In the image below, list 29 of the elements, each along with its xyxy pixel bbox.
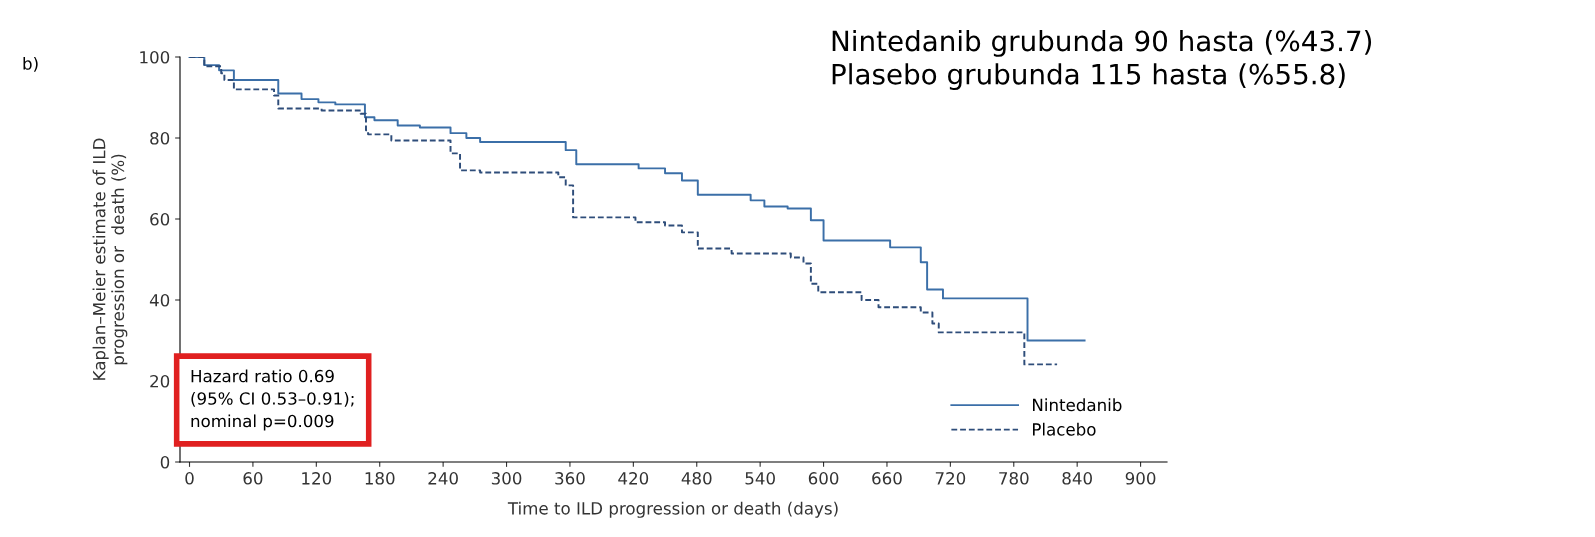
y-tick-label: 100 [140,50,170,64]
y-tick-label: 20 [150,374,170,388]
x-tick-label: 0 [185,472,194,485]
x-tick-label: 780 [999,472,1029,485]
x-tick-label: 180 [365,472,395,485]
annotation: Hazard ratio 0.69 (95% CI 0.53–0.91); nominal p=0.009 [191,369,354,431]
y-tick-label: 80 [150,131,170,145]
y-tick-label: 0 [160,455,170,469]
legend-label: Nintedanib [1033,398,1122,412]
x-tick-label: 240 [428,472,458,485]
y-tick-label: 60 [150,212,170,226]
x-tick-label: 120 [302,472,332,485]
x-tick-label: 420 [618,472,649,485]
x-tick-label: 480 [681,472,712,485]
x-tick-label: 300 [491,472,522,485]
x-tick-label: 900 [1125,472,1156,485]
x-tick-label: 600 [808,472,839,485]
y-axis-title: Kaplan–Meier estimate of ILD progression or death (%) [92,138,128,380]
y-tick-label: 40 [149,293,170,307]
x-tick-label: 720 [935,472,966,485]
x-tick-label: 540 [745,472,775,485]
x-axis-title: Time to ILD progression or death (days) [507,501,838,518]
x-tick-label: 840 [1062,472,1092,485]
x-tick-label: 60 [243,472,263,485]
x-tick-label: 660 [872,472,902,485]
legend-label: Placebo [1033,422,1096,436]
text: b) [23,56,38,72]
annotation: Nintedanib grubunda 90 hasta (%43.7) Plasebo grubunda 115 hasta (%55.8) [832,29,1372,91]
x-tick-label: 360 [555,472,585,485]
